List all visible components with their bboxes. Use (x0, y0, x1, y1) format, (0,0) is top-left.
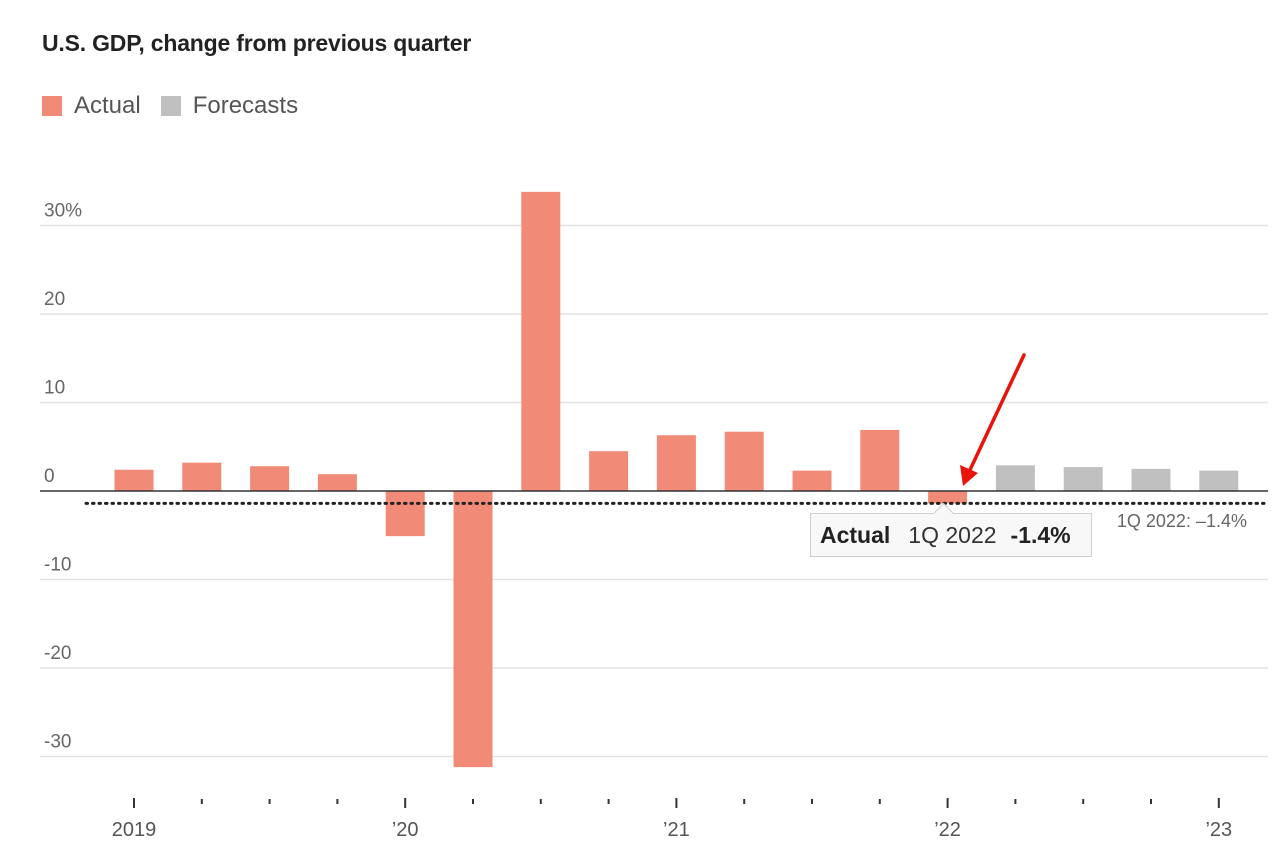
x-tick-label: ’23 (1205, 819, 1232, 841)
bar-actual (860, 429, 900, 491)
bar-forecast (1063, 467, 1103, 491)
bar-actual (928, 491, 968, 504)
bar-actual (317, 474, 357, 491)
legend-swatch-actual (42, 96, 62, 116)
x-tick-label: ’22 (934, 819, 961, 841)
bar-actual (724, 431, 764, 491)
y-tick-label: 10 (44, 378, 65, 399)
bar-actual (385, 491, 425, 537)
y-tick-label: -10 (44, 555, 71, 576)
legend: Actual Forecasts (42, 92, 318, 120)
bar-forecast (995, 465, 1035, 491)
bar-actual (250, 466, 290, 491)
legend-swatch-forecasts (160, 96, 181, 116)
tooltip: Actual 1Q 2022 -1.4% (810, 502, 1092, 557)
y-tick-label: -20 (44, 643, 71, 664)
annotation-arrow-shaft (967, 353, 1026, 474)
bar-actual (589, 451, 629, 491)
tooltip-value: -1.4% (1010, 521, 1071, 548)
bar-forecast (1199, 470, 1239, 491)
bar-actual (114, 469, 154, 491)
y-tick-label: 0 (44, 466, 55, 487)
x-tick-label: ’20 (392, 819, 419, 841)
tooltip-period: 1Q 2022 (908, 521, 997, 548)
bar-actual (792, 470, 832, 491)
y-tick-label: 30% (44, 201, 82, 222)
annotation-arrow-head (960, 465, 978, 486)
x-tick-label: ’21 (663, 819, 690, 841)
bar-forecast (1131, 468, 1171, 491)
legend-label-forecasts: Forecasts (192, 92, 299, 119)
bar-actual (453, 491, 493, 768)
reference-line-label: 1Q 2022: –1.4% (1117, 511, 1247, 531)
chart-title: U.S. GDP, change from previous quarter (42, 30, 472, 56)
bar-actual (182, 462, 222, 491)
y-tick-label: -30 (44, 732, 71, 753)
legend-label-actual: Actual (74, 92, 141, 119)
legend-item-actual: Actual (42, 92, 141, 120)
bar-actual (656, 435, 696, 491)
legend-item-forecasts: Forecasts (160, 92, 299, 120)
tooltip-label: Actual (820, 521, 891, 548)
y-tick-label: 20 (44, 289, 65, 310)
x-tick-label: 2019 (112, 819, 157, 841)
bar-actual (521, 191, 561, 491)
